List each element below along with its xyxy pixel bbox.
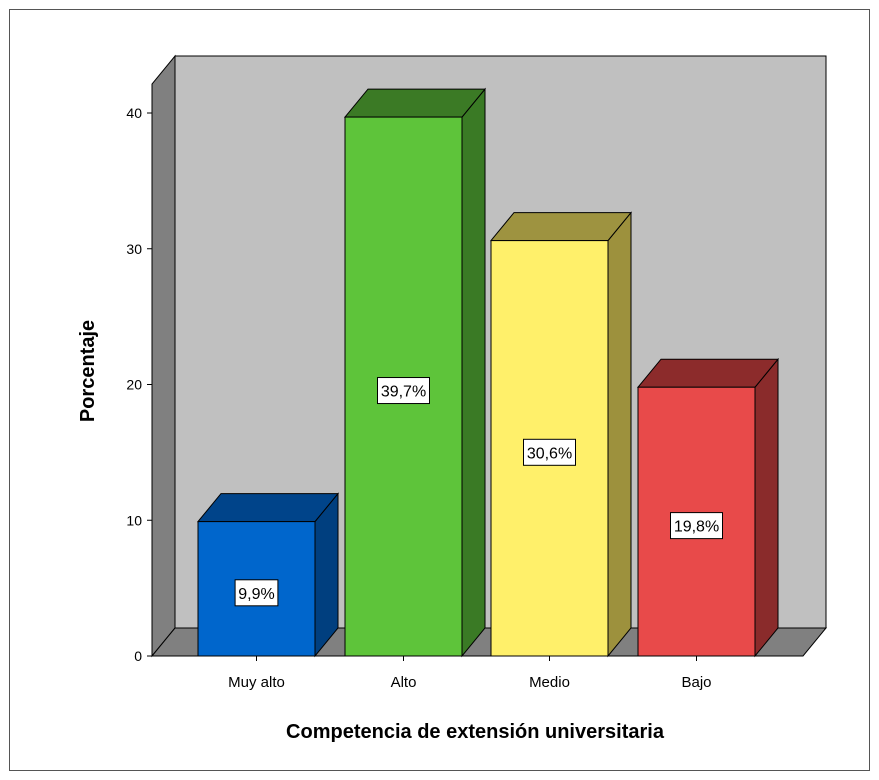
bar-side xyxy=(754,357,779,658)
bar-side xyxy=(607,211,632,658)
data-label-box xyxy=(670,512,723,540)
bar-side xyxy=(461,87,486,658)
bars: 9,9% 39,7% 30,6% 19,8% xyxy=(196,87,780,658)
y-tick-label: 20 xyxy=(126,377,142,393)
y-tick-label: 10 xyxy=(126,512,142,528)
data-label-box xyxy=(377,377,430,405)
bar-bajo: 19,8% xyxy=(636,357,780,658)
bar-top xyxy=(196,493,340,523)
data-label: 9,9% xyxy=(238,586,274,603)
bar-top xyxy=(343,88,487,118)
data-label: 30,6% xyxy=(527,445,572,462)
data-label: 39,7% xyxy=(381,384,426,401)
x-axis-ticks: Muy alto Alto Medio Bajo xyxy=(228,656,712,691)
data-label-box xyxy=(234,579,279,607)
x-tick-label: Medio xyxy=(529,674,570,691)
y-axis-ticks: 0 10 20 30 40 xyxy=(126,105,152,664)
y-tick-label: 40 xyxy=(126,105,142,121)
y-axis-title: Porcentaje xyxy=(77,320,99,422)
bar-muy-alto: 9,9% xyxy=(196,492,340,658)
bar-alto: 39,7% xyxy=(343,87,487,658)
bar-medio: 30,6% xyxy=(489,211,633,658)
y-tick-label: 30 xyxy=(126,241,142,257)
data-label: 19,8% xyxy=(674,519,719,536)
x-tick-label: Alto xyxy=(391,674,417,691)
chart-side-wall xyxy=(151,54,176,658)
x-axis-title: Competencia de extensión universitaria xyxy=(286,721,665,743)
data-label-box xyxy=(523,438,576,466)
y-tick-label: 0 xyxy=(134,648,142,664)
bar-top xyxy=(489,212,633,242)
bar-top xyxy=(636,358,780,388)
x-tick-label: Bajo xyxy=(681,674,711,691)
x-tick-label: Muy alto xyxy=(228,674,285,691)
